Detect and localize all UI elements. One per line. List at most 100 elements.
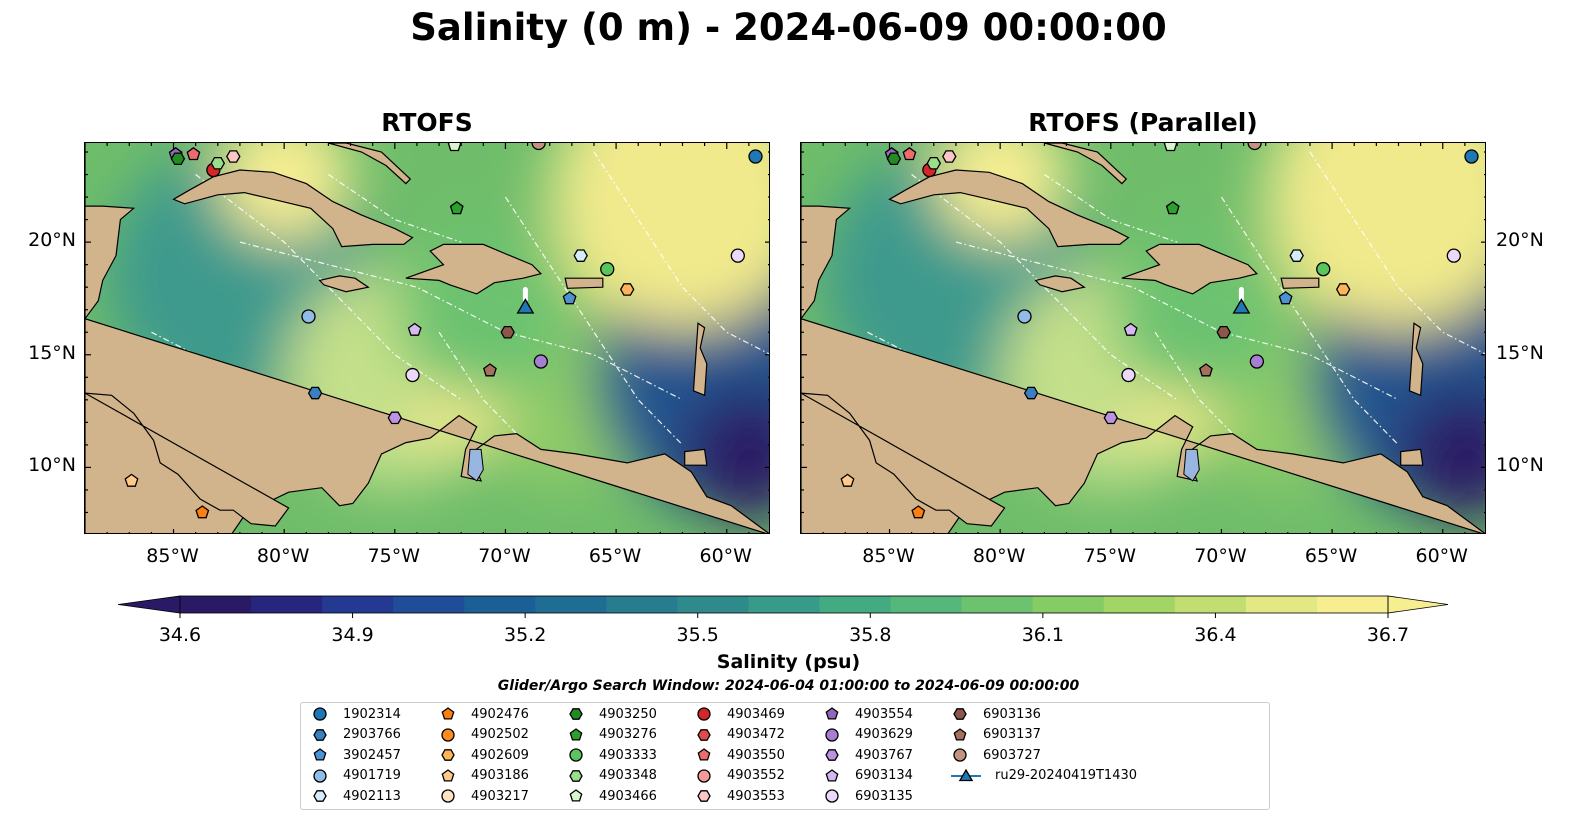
legend-marker-circle-icon[interactable] [313,768,327,783]
legend-item: 4902502 [439,727,529,743]
legend-marker-circle-icon[interactable] [953,748,967,762]
legend-marker-circle-icon[interactable] [313,707,327,721]
float-1902314[interactable] [1464,149,1479,164]
legend-item: 4903550 [695,747,785,763]
land-trinidad [684,448,708,466]
float-4903767[interactable] [1103,411,1119,425]
float-4903348[interactable] [926,156,942,170]
legend-marker-pentagon-icon[interactable] [697,748,711,761]
legend-marker-hexagon-icon[interactable] [441,749,455,761]
float-4903553[interactable] [226,150,241,163]
legend-label: 4903333 [599,747,657,763]
float-4903466[interactable] [447,143,462,152]
lake-maracaibo [1183,448,1200,482]
float-6903137[interactable] [483,363,497,377]
legend-marker-pentagon-icon[interactable] [441,707,455,720]
float-2903766[interactable] [307,386,323,400]
glider-ru29-marker[interactable] [516,298,535,314]
glider-ru29-marker[interactable] [1232,298,1251,314]
colorbar-segment [322,596,394,613]
legend-marker-hexagon-icon[interactable] [313,728,327,741]
float-4903333[interactable] [600,262,615,277]
float-6903135[interactable] [1446,248,1461,263]
float-4903553[interactable] [942,150,957,163]
colorbar-tick-label: 34.6 [158,624,202,646]
float-3902457[interactable] [562,291,577,305]
float-4903333[interactable] [1316,262,1331,277]
float-4903550[interactable] [186,146,201,161]
float-4901719[interactable] [301,309,316,324]
map-panel-rtofs-parallel[interactable] [800,142,1486,534]
legend-label: 4903250 [599,706,657,722]
float-4902476[interactable] [195,505,210,519]
float-4902113[interactable] [1289,249,1304,262]
float-2903766[interactable] [1023,386,1039,400]
float-4903767[interactable] [387,411,403,425]
float-4903629[interactable] [533,354,549,369]
float-6903135[interactable] [730,248,745,263]
float-4902476[interactable] [911,505,926,519]
legend-marker-circle-icon[interactable] [825,727,839,742]
colorbar-segment [1245,596,1318,613]
legend-label: 6903727 [983,747,1041,763]
legend-marker-hexagon-icon[interactable] [825,749,839,761]
legend-item: 6903135 [823,788,913,804]
legend-marker-circle-icon[interactable] [697,768,711,783]
lon-tick-label: 65°W [588,545,642,567]
float-4901719[interactable] [1017,309,1032,324]
legend-marker-hexagon-icon[interactable] [569,769,583,782]
float-4903276[interactable] [1165,200,1180,215]
land-jamaica [1034,275,1086,293]
legend-marker-circle-icon[interactable] [825,789,839,803]
float-6903135[interactable] [405,367,420,383]
legend-marker-pentagon-icon[interactable] [313,748,327,761]
float-4903250[interactable] [170,152,186,166]
float-4902609[interactable] [1335,283,1351,296]
land-trinidad [1400,448,1424,466]
float-6903136[interactable] [1216,325,1231,339]
float-4903348[interactable] [210,156,226,170]
float-6903727[interactable] [531,143,546,151]
colorbar-tick-label: 34.9 [331,624,374,646]
float-6903134[interactable] [1123,322,1138,336]
float-6903135[interactable] [1121,367,1136,383]
float-1902314[interactable] [748,149,763,164]
legend-marker-circle-icon[interactable] [441,789,455,803]
float-4903186[interactable] [124,473,139,487]
legend-marker-circle-icon[interactable] [441,727,455,742]
float-6903137[interactable] [1199,363,1213,377]
float-4903550[interactable] [902,146,917,161]
legend-label: 4903553 [727,788,785,804]
float-6903134[interactable] [407,322,422,336]
float-3902457[interactable] [1278,291,1293,305]
float-4903186[interactable] [840,473,855,487]
legend-marker-pentagon-icon[interactable] [825,768,839,782]
float-4902113[interactable] [573,249,588,262]
legend-item: 4902609 [439,747,529,763]
legend-marker-hexagon-icon[interactable] [697,728,711,741]
float-4903276[interactable] [449,200,464,215]
figure-title: Salinity (0 m) - 2024-06-09 00:00:00 [410,6,1167,49]
legend-marker-hexagon-icon[interactable] [313,790,327,802]
float-4903250[interactable] [886,152,902,166]
map-panel-rtofs[interactable] [84,142,770,534]
legend-marker-pentagon-icon[interactable] [441,768,455,782]
float-4902609[interactable] [619,283,635,296]
legend-marker-hexagon-icon[interactable] [697,790,711,802]
float-4903629[interactable] [1249,354,1265,369]
float-6903136[interactable] [500,325,515,339]
legend-marker-triangle-icon[interactable] [958,768,974,781]
float-4903466[interactable] [1163,143,1178,152]
legend-marker-pentagon-icon[interactable] [953,727,967,741]
legend-marker-pentagon-icon[interactable] [825,707,839,720]
float-6903727[interactable] [1247,143,1262,151]
legend-marker-pentagon-icon[interactable] [569,789,583,802]
legend-marker-circle-icon[interactable] [569,748,583,762]
legend-marker-hexagon-icon[interactable] [569,708,583,720]
legend-marker-circle-icon[interactable] [697,707,711,721]
legend-label: 4903186 [471,768,529,783]
legend-marker-pentagon-icon[interactable] [569,727,583,741]
land-central [85,143,769,533]
legend-marker-hexagon-icon[interactable] [953,708,967,720]
legend-label: 4902609 [471,747,529,763]
